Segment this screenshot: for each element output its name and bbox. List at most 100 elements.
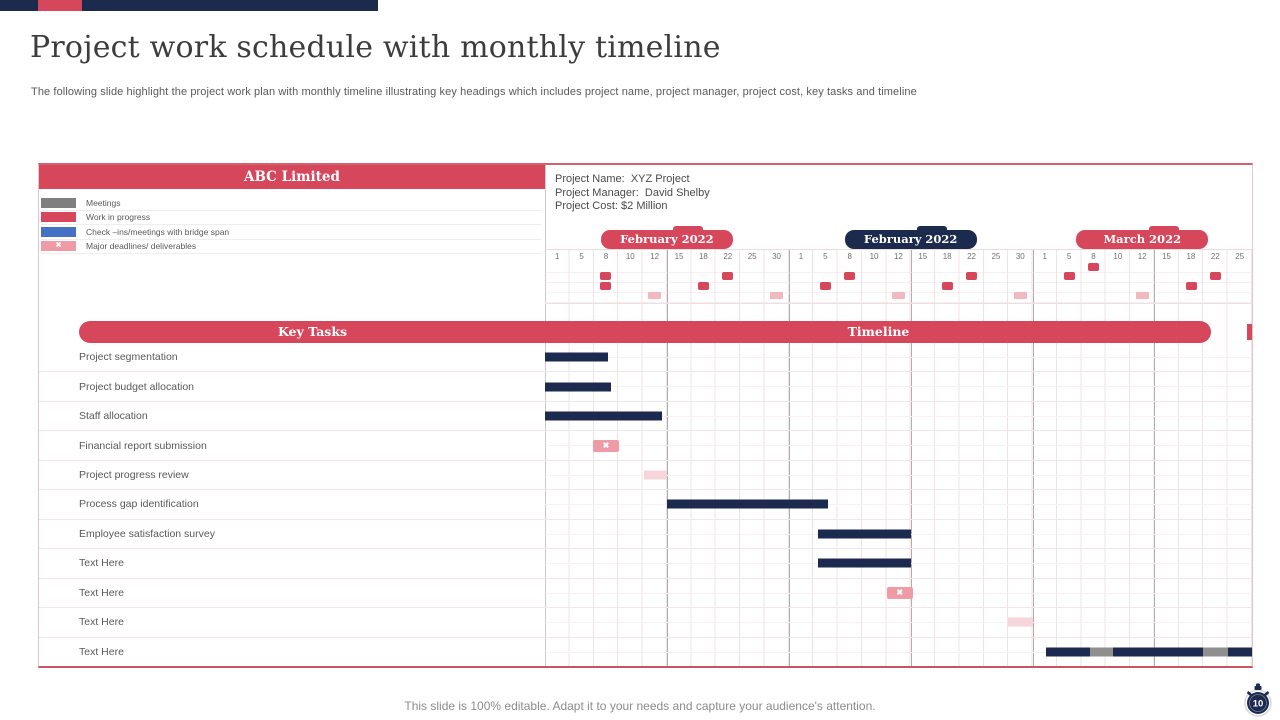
- project-cost-label: Project Cost:: [555, 200, 618, 212]
- day-tick: 22: [967, 252, 977, 261]
- legend-item: ✖ Major deadlines/ deliverables: [41, 240, 541, 254]
- gantt-bar-navy[interactable]: [1227, 647, 1252, 657]
- legend-swatch-icon: [41, 197, 76, 208]
- header-marker-pink[interactable]: [648, 292, 662, 299]
- day-tick: 8: [1091, 252, 1096, 261]
- task-row: Project budget allocation: [39, 371, 1252, 401]
- day-tick: 12: [650, 252, 660, 261]
- top-bar-red-segment: [38, 0, 82, 11]
- gantt-bar-navy[interactable]: [818, 558, 911, 568]
- gantt-bar-navy[interactable]: [545, 382, 611, 392]
- header-marker-red[interactable]: [600, 282, 612, 290]
- header-marker-pink[interactable]: [770, 292, 784, 299]
- gantt-bar-navy[interactable]: [1113, 647, 1204, 657]
- task-label[interactable]: Staff allocation: [79, 410, 148, 423]
- project-manager-line: Project Manager: David Shelby: [555, 187, 710, 201]
- task-label[interactable]: Project budget allocation: [79, 380, 194, 393]
- gantt-bar-pink[interactable]: [1008, 617, 1033, 627]
- header-marker-red[interactable]: [1185, 282, 1197, 290]
- project-manager-label: Project Manager:: [555, 186, 639, 199]
- month-pill[interactable]: March 2022: [1076, 226, 1209, 249]
- task-label[interactable]: Project segmentation: [79, 351, 178, 364]
- task-label[interactable]: Financial report submission: [79, 439, 207, 452]
- header-marker-red[interactable]: [722, 272, 734, 280]
- milestone-cross-marker[interactable]: ✖: [886, 586, 913, 599]
- header-marker-red[interactable]: [819, 282, 831, 290]
- gantt-bar-pink[interactable]: [643, 470, 667, 480]
- day-tick: 5: [579, 252, 584, 261]
- task-row: Text Here ✖: [39, 577, 1252, 608]
- header-marker-red[interactable]: [600, 272, 612, 280]
- header-marker-red[interactable]: [941, 282, 953, 290]
- task-chart: ✖: [545, 431, 1252, 460]
- day-tick: 5: [1066, 252, 1072, 261]
- task-label[interactable]: Text Here: [79, 616, 124, 629]
- section-header-banner[interactable]: Key Tasks Timeline: [79, 321, 1211, 343]
- gantt-bar-navy[interactable]: [1045, 647, 1090, 657]
- task-row: Project segmentation: [39, 343, 1252, 372]
- stopwatch-icon: 10: [1244, 683, 1272, 717]
- task-label[interactable]: Employee satisfaction survey: [79, 527, 215, 540]
- header-marker-pink[interactable]: [1013, 292, 1027, 299]
- header-marker-red[interactable]: [1063, 272, 1075, 280]
- gantt-bar-gray[interactable]: [1203, 647, 1228, 657]
- gantt-table: ABC Limited Meetings Work in progress Chec…: [38, 163, 1253, 668]
- task-label[interactable]: Text Here: [79, 586, 124, 599]
- gantt-bar-navy[interactable]: [818, 529, 911, 539]
- legend-label: Meetings: [86, 197, 121, 208]
- day-tick: 15: [1162, 252, 1172, 261]
- project-info[interactable]: Project Name: XYZ Project Project Manage…: [555, 173, 710, 214]
- task-label[interactable]: Text Here: [79, 645, 124, 658]
- project-cost-value: $2 Million: [621, 200, 668, 212]
- legend-item: Meetings: [41, 196, 541, 211]
- legend: Meetings Work in progress Check –ins/meeti…: [41, 196, 541, 254]
- banner-edge-sliver: [1247, 324, 1252, 340]
- legend-label: Check –ins/meetings with bridge span: [86, 226, 230, 237]
- header-marker-red[interactable]: [966, 272, 978, 280]
- legend-swatch-icon: [41, 226, 76, 237]
- gantt-bar-navy[interactable]: [545, 411, 662, 421]
- task-row: Process gap identification: [39, 489, 1252, 519]
- task-chart: [545, 372, 1252, 401]
- month-pill[interactable]: February 2022: [844, 226, 977, 249]
- task-row: Text Here: [39, 607, 1252, 637]
- day-tick: 25: [991, 252, 1001, 261]
- months-row: February 2022 February 2022 March 2022: [545, 226, 1252, 249]
- gantt-bar-navy[interactable]: [545, 352, 609, 362]
- day-tick: 22: [1210, 252, 1220, 261]
- milestone-cross-marker[interactable]: ✖: [592, 439, 619, 452]
- page-subtitle[interactable]: The following slide highlight the projec…: [31, 86, 917, 98]
- company-header-banner[interactable]: ABC Limited: [39, 165, 545, 189]
- gantt-bar-navy[interactable]: [666, 499, 828, 509]
- header-marker-red[interactable]: [1088, 263, 1100, 271]
- task-chart: [545, 343, 1252, 372]
- top-bar-navy-right: [82, 0, 378, 11]
- day-tick: 12: [893, 252, 903, 261]
- task-label[interactable]: Project progress review: [79, 469, 189, 482]
- page-title[interactable]: Project work schedule with monthly timel…: [30, 30, 721, 65]
- header-marker-pink[interactable]: [892, 292, 905, 299]
- month-pill[interactable]: February 2022: [600, 226, 733, 249]
- project-name-label: Project Name:: [555, 173, 625, 185]
- project-cost-line: Project Cost: $2 Million: [555, 200, 710, 214]
- task-label[interactable]: Text Here: [79, 557, 124, 570]
- month-group: February 2022: [545, 226, 789, 249]
- legend-label: Major deadlines/ deliverables: [86, 241, 197, 252]
- header-marker-area: [545, 263, 1252, 304]
- month-label: February 2022: [863, 232, 958, 246]
- days-row: 1 5 8 10 12 15 18 22 25 30 1 5 8 10 12 15 18 22 25 30 1 5 8 10 1…: [545, 249, 1252, 264]
- task-label[interactable]: Process gap identification: [79, 498, 199, 511]
- day-tick: 18: [698, 252, 708, 261]
- task-chart: [545, 460, 1252, 490]
- page-number-badge: 10: [1243, 683, 1273, 717]
- gantt-bar-gray[interactable]: [1089, 647, 1114, 657]
- legend-cross-swatch-icon: ✖: [41, 241, 76, 252]
- legend-label: Work in progress: [86, 212, 151, 223]
- task-row: Text Here: [39, 548, 1252, 578]
- project-manager-value: David Shelby: [644, 186, 710, 199]
- header-marker-red[interactable]: [844, 272, 856, 280]
- header-marker-pink[interactable]: [1135, 292, 1149, 299]
- header-marker-red[interactable]: [1209, 272, 1221, 280]
- header-marker-red[interactable]: [697, 282, 709, 290]
